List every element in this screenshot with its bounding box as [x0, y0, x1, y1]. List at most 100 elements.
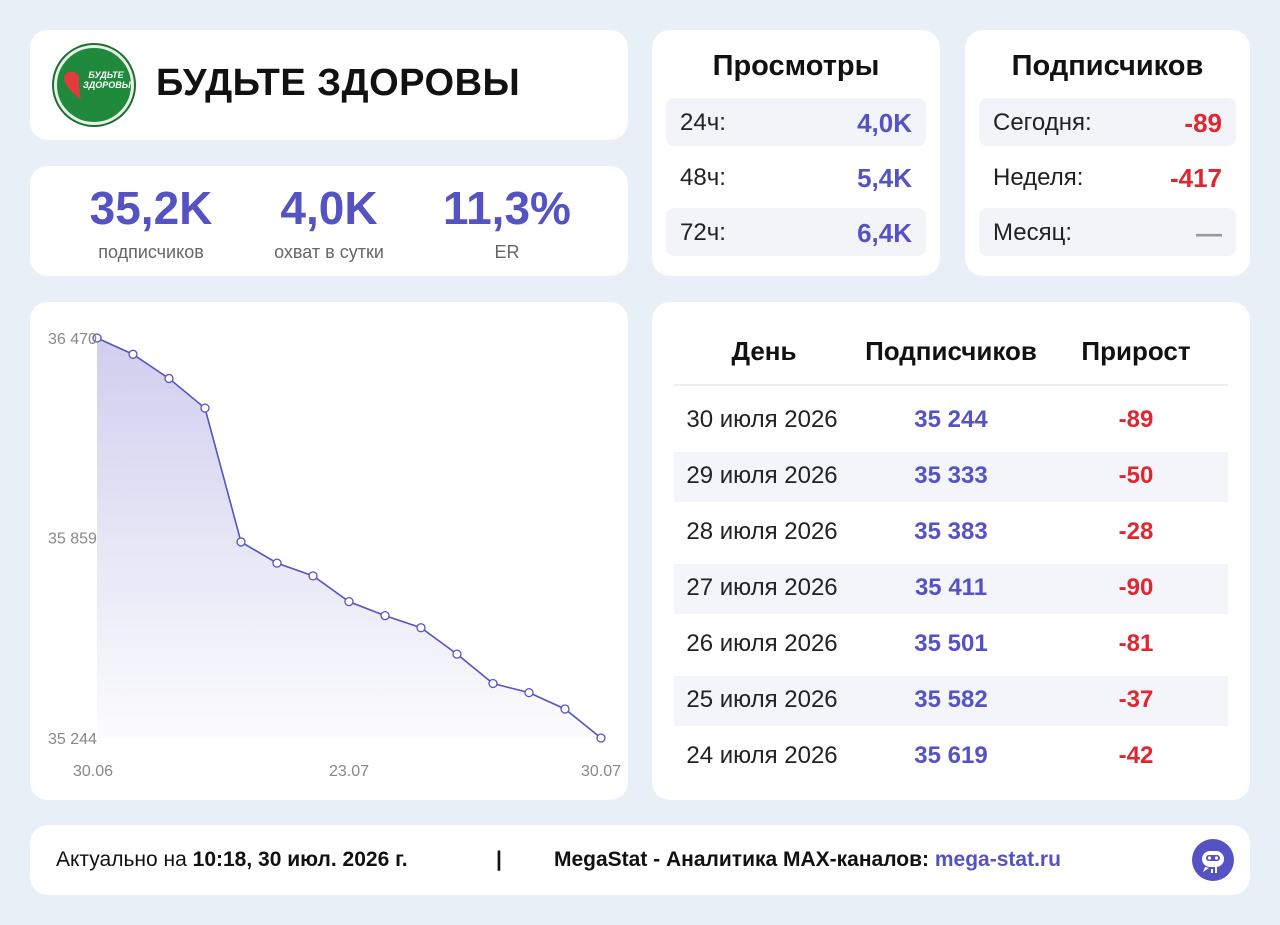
heart-icon [64, 71, 81, 100]
summary-stats-card: 35,2K подписчиков 4,0K охват в сутки 11,… [30, 166, 628, 276]
table-row: 24 июля 2026 35 619 -42 [674, 732, 1228, 782]
stat-value: 35,2K [89, 182, 213, 234]
table-divider [674, 384, 1228, 386]
chart-point [560, 704, 570, 714]
footer-updated-prefix: Актуально на [56, 848, 187, 871]
views-value: 5,4K [857, 163, 912, 193]
chart-area [97, 338, 601, 738]
chart-x-tick-label: 30.07 [581, 763, 621, 780]
subs-row-week: Неделя: -417 [979, 153, 1236, 201]
chart-y-tick-label: 35 859 [48, 530, 97, 547]
daily-table-card: День Подписчиков Прирост 30 июля 2026 35… [652, 302, 1250, 800]
chart-point [452, 649, 462, 659]
table-row: 30 июля 2026 35 244 -89 [674, 396, 1228, 446]
table-cell-subscribers: 35 411 [914, 574, 988, 601]
chart-point [236, 537, 246, 547]
table-cell-subscribers: 35 333 [914, 462, 988, 489]
table-cell-date: 27 июля 2026 [686, 574, 838, 601]
table-cell-growth: -37 [1118, 686, 1154, 713]
chart-x-tick-label: 23.07 [329, 763, 369, 780]
chart-y-tick-label: 35 244 [48, 731, 97, 748]
table-cell-growth: -50 [1118, 462, 1154, 489]
table-cell-date: 29 июля 2026 [686, 462, 838, 489]
subs-period: Неделя: [993, 164, 1084, 191]
footer-separator: | [496, 848, 502, 871]
views-period: 48ч: [680, 164, 726, 191]
table-cell-date: 28 июля 2026 [686, 518, 838, 545]
views-value: 4,0K [857, 108, 912, 138]
table-header-subscribers: Подписчиков [865, 336, 1037, 366]
table-cell-date: 24 июля 2026 [686, 742, 838, 769]
megastat-robot-icon[interactable] [1192, 839, 1234, 881]
chart-point [596, 733, 606, 743]
footer-card: Актуально на 10:18, 30 июл. 2026 г. | Me… [30, 825, 1250, 895]
subs-period: Сегодня: [993, 109, 1092, 136]
stat-value: 4,0K [280, 182, 378, 234]
table-cell-growth: -89 [1118, 406, 1154, 433]
table-cell-date: 30 июля 2026 [686, 406, 838, 433]
subs-row-month: Месяц: — [979, 208, 1236, 256]
stat-subscribers: 35,2K подписчиков [61, 180, 241, 263]
chart-point [272, 558, 282, 568]
table-row: 27 июля 2026 35 411 -90 [674, 564, 1228, 614]
stat-reach: 4,0K охват в сутки [239, 180, 419, 263]
table-cell-subscribers: 35 619 [914, 742, 988, 769]
subs-period: Месяц: [993, 219, 1073, 246]
stat-label: подписчиков [98, 242, 204, 262]
channel-logo: БУДЬТЕ ЗДОРОВЫ [54, 45, 134, 125]
views-row-24h: 24ч: 4,0K [666, 98, 926, 146]
table-row: 25 июля 2026 35 582 -37 [674, 676, 1228, 726]
table-cell-subscribers: 35 501 [914, 630, 988, 657]
subscribers-change-title: Подписчиков [1011, 50, 1204, 82]
subscribers-chart-card: 36 470 35 859 35 244 30.06 23.07 30.07 [30, 302, 628, 800]
subscribers-chart: 36 470 35 859 35 244 30.06 23.07 30.07 [48, 331, 621, 780]
views-row-72h: 72ч: 6,4K [666, 208, 926, 256]
channel-header-card: БУДЬТЕ ЗДОРОВЫ БУДЬТЕ ЗДОРОВЫ [30, 30, 628, 140]
table-row: 28 июля 2026 35 383 -28 [674, 508, 1228, 558]
chart-point [344, 596, 354, 607]
table-cell-growth: -81 [1118, 630, 1154, 657]
chart-point [416, 623, 426, 633]
table-cell-growth: -90 [1118, 574, 1154, 601]
table-header-growth: Прирост [1081, 336, 1191, 366]
chart-point [92, 333, 102, 343]
views-value: 6,4K [857, 218, 912, 248]
table-row: 29 июля 2026 35 333 -50 [674, 452, 1228, 502]
chart-point [164, 373, 174, 384]
chart-point [488, 678, 498, 689]
chart-y-tick-label: 36 470 [48, 331, 97, 348]
chart-point [308, 571, 318, 581]
table-header-day: День [731, 336, 797, 366]
views-row-48h: 48ч: 5,4K [666, 153, 926, 201]
stat-label: охват в сутки [274, 242, 384, 262]
subscribers-change-card: Подписчиков Сегодня: -89 Неделя: -417 Ме… [965, 30, 1250, 276]
footer-link[interactable]: mega-stat.ru [934, 848, 1061, 871]
stat-value: 11,3% [443, 182, 571, 234]
chart-x-tick-label: 30.06 [73, 763, 113, 780]
views-title: Просмотры [712, 50, 880, 82]
channel-title: БУДЬТЕ ЗДОРОВЫ [156, 62, 521, 104]
chart-point [128, 349, 138, 359]
stat-er: 11,3% ER [417, 180, 597, 263]
subs-value: -417 [1169, 163, 1222, 193]
table-row: 26 июля 2026 35 501 -81 [674, 620, 1228, 670]
subs-value: — [1196, 218, 1222, 248]
chart-point [380, 611, 390, 621]
footer-brand-block: MegaStat - Аналитика MAX-каналов: mega-s… [554, 848, 1061, 872]
views-period: 72ч: [680, 219, 726, 246]
table-cell-subscribers: 35 244 [914, 406, 988, 433]
chart-point [200, 403, 210, 413]
table-cell-date: 26 июля 2026 [686, 630, 838, 657]
footer-brand: MegaStat - Аналитика MAX-каналов: [554, 848, 930, 871]
table-cell-growth: -28 [1118, 518, 1154, 545]
footer-updated: Актуально на 10:18, 30 июл. 2026 г. [56, 848, 408, 872]
subs-row-today: Сегодня: -89 [979, 98, 1236, 146]
subs-value: -89 [1184, 108, 1222, 138]
chart-point [524, 687, 534, 698]
table-cell-date: 25 июля 2026 [686, 686, 838, 713]
views-period: 24ч: [680, 109, 726, 136]
views-card: Просмотры 24ч: 4,0K 48ч: 5,4K 72ч: 6,4K [652, 30, 940, 276]
table-cell-subscribers: 35 383 [914, 518, 988, 545]
table-cell-subscribers: 35 582 [914, 686, 988, 713]
footer-updated-time: 10:18, 30 июл. 2026 г. [192, 848, 408, 871]
